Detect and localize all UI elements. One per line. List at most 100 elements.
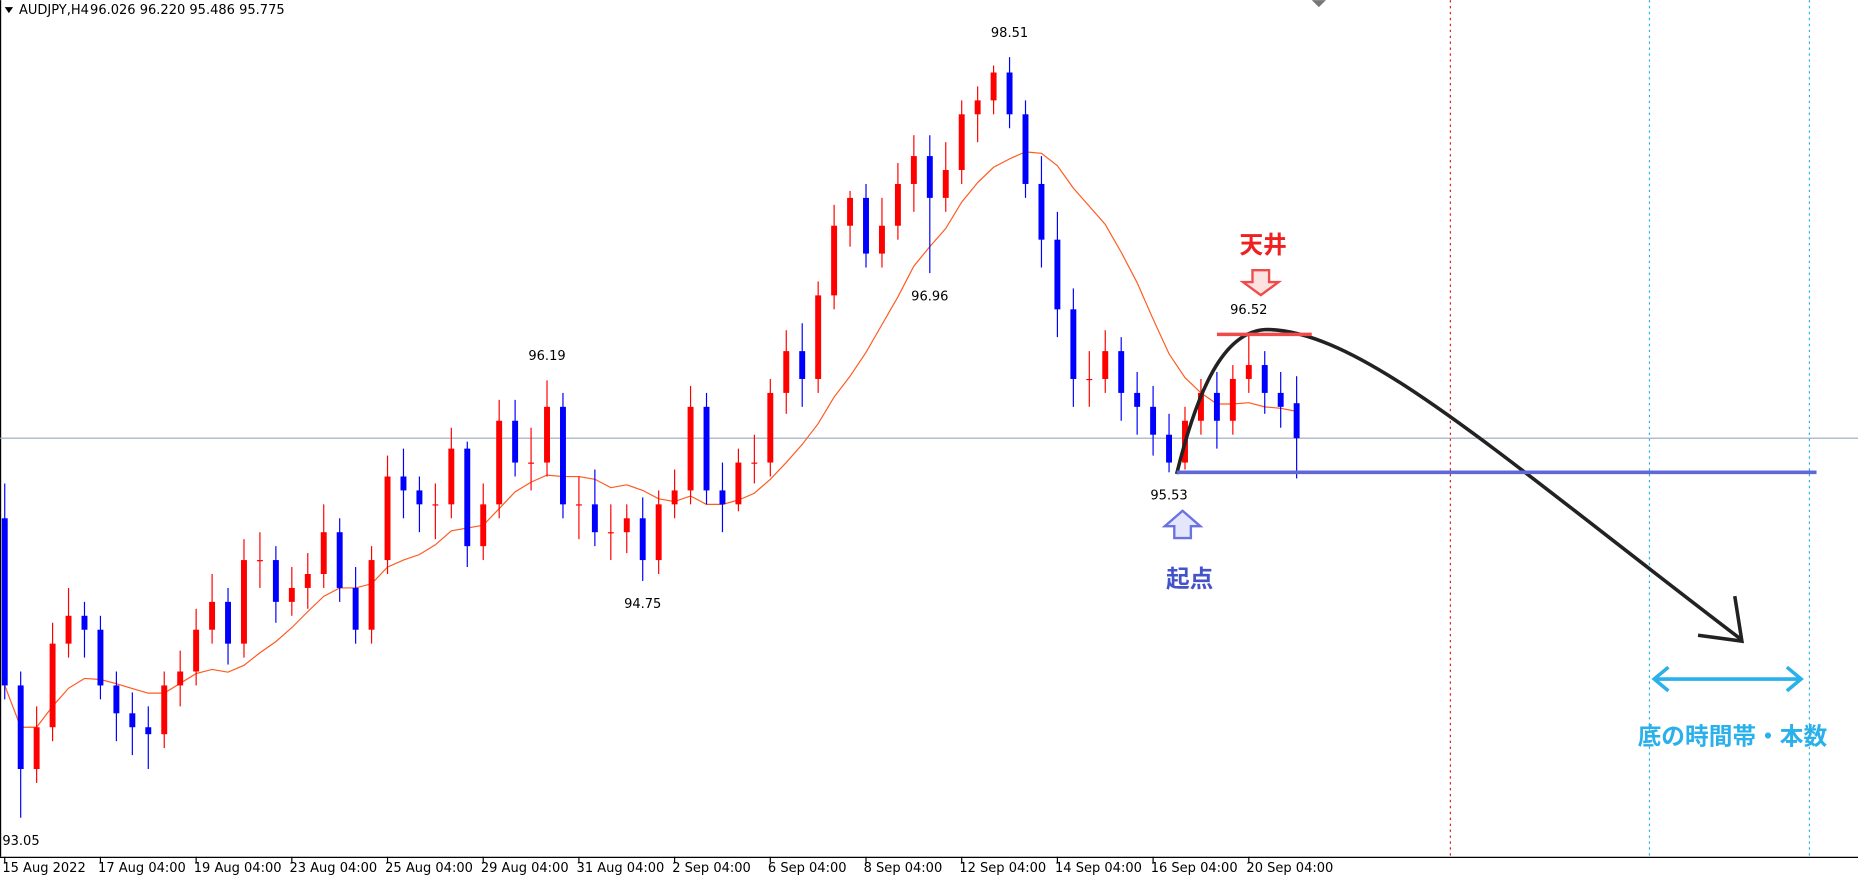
candle-body — [1038, 183, 1045, 240]
candle-body — [990, 72, 997, 101]
candle-body — [878, 225, 885, 254]
candle-body — [974, 100, 981, 115]
candle-body — [703, 406, 710, 491]
x-tick-label: 8 Sep 04:00 — [864, 861, 943, 876]
extreme-label: 96.52 — [1230, 303, 1267, 318]
candle-body — [623, 518, 630, 533]
candle-body — [719, 490, 726, 505]
candle-body — [735, 462, 742, 505]
candle-body — [1, 518, 8, 686]
candle-body — [336, 532, 343, 588]
candle-body — [655, 504, 662, 561]
extreme-label: 94.75 — [624, 597, 661, 612]
x-tick-label: 6 Sep 04:00 — [768, 861, 847, 876]
candle-body — [17, 685, 24, 770]
candle-body — [544, 406, 550, 463]
candle-body — [1213, 392, 1220, 421]
extreme-label: 96.96 — [911, 289, 948, 304]
candle-body — [65, 615, 72, 644]
x-tick-label: 23 Aug 04:00 — [289, 861, 377, 876]
quote: 96.026 96.220 95.486 95.775 — [90, 3, 285, 18]
symbol-title: AUDJPY,H4 — [19, 3, 89, 18]
candle-body — [1166, 434, 1173, 463]
candle-body — [209, 601, 216, 630]
candle-body — [910, 156, 917, 184]
candle-body — [1086, 378, 1093, 381]
candle-body — [512, 420, 519, 463]
candle-body — [575, 504, 582, 506]
candle-body — [241, 560, 247, 644]
candle-body — [384, 476, 391, 561]
candle-body — [1277, 392, 1284, 407]
x-tick-label: 16 Sep 04:00 — [1151, 861, 1238, 876]
candle-body — [591, 504, 598, 533]
forecast-arrowhead — [1697, 595, 1745, 644]
x-tick-label: 15 Aug 2022 — [2, 861, 85, 876]
candle-body — [1229, 378, 1236, 421]
candle-body — [926, 156, 933, 198]
candle-body — [304, 574, 311, 588]
candle-body — [767, 392, 774, 463]
candle-body — [464, 448, 471, 547]
x-tick-label: 25 Aug 04:00 — [385, 861, 473, 876]
x-tick-label: 2 Sep 04:00 — [672, 861, 751, 876]
x-tick-label: 29 Aug 04:00 — [481, 861, 569, 876]
candle-body — [1118, 351, 1125, 393]
candle-body — [97, 629, 104, 686]
candle-body — [480, 504, 487, 547]
x-tick-label: 17 Aug 04:00 — [98, 861, 186, 876]
candle-body — [607, 532, 614, 534]
candle-body — [687, 406, 694, 491]
candle-body — [1293, 403, 1300, 439]
candle-body — [1054, 239, 1061, 310]
x-tick-label: 31 Aug 04:00 — [577, 861, 665, 876]
x-tick-label: 20 Sep 04:00 — [1246, 861, 1333, 876]
candle-body — [1102, 351, 1109, 379]
x-tick-label: 19 Aug 04:00 — [194, 861, 282, 876]
candle-body — [368, 560, 375, 630]
moving-average — [4, 151, 1297, 728]
candle-body — [448, 448, 455, 505]
candle-body — [416, 490, 423, 505]
candle-body — [193, 629, 200, 672]
extreme-label: 95.53 — [1150, 489, 1187, 504]
extreme-label: 93.05 — [2, 834, 39, 849]
top-arrow — [1239, 269, 1283, 297]
candle-body — [272, 560, 279, 602]
candle-body — [288, 587, 295, 602]
candle-body — [320, 532, 327, 575]
plot — [0, 57, 1858, 818]
candle-body — [177, 671, 184, 686]
candle-body — [799, 351, 806, 379]
candle-body — [1134, 392, 1141, 407]
candle-body — [352, 587, 359, 630]
start-arrow — [1161, 509, 1204, 540]
candle-body — [256, 560, 263, 562]
x-tick-label: 14 Sep 04:00 — [1055, 861, 1142, 876]
candle-body — [751, 462, 758, 464]
candle-body — [1150, 406, 1157, 435]
candle-body — [942, 170, 949, 198]
candle-body — [49, 643, 56, 728]
candle-body — [894, 183, 901, 226]
candle-body — [863, 197, 869, 254]
candle-body — [1261, 365, 1268, 393]
candle-body — [847, 197, 854, 226]
zone-arrowheads — [1651, 665, 1804, 693]
extreme-label: 98.51 — [991, 26, 1028, 41]
candle-body — [815, 295, 822, 379]
candle-body — [958, 114, 965, 171]
candle-body — [671, 490, 678, 505]
candle-body — [33, 727, 40, 770]
menu-triangle[interactable] — [4, 7, 14, 14]
candle-body — [1245, 365, 1252, 379]
candle-body — [639, 518, 646, 561]
candle-body — [161, 685, 168, 735]
candle-body — [783, 351, 790, 393]
forecast-curve — [1174, 327, 1743, 642]
x-tick-label: 12 Sep 04:00 — [959, 861, 1046, 876]
scroll-marker — [1311, 0, 1326, 8]
candle-body — [496, 420, 503, 505]
